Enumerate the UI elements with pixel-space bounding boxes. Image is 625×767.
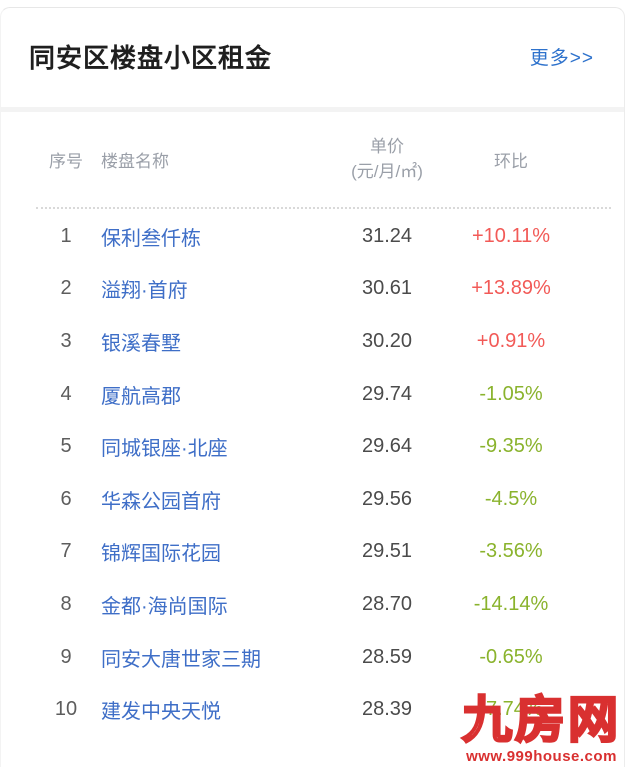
- rank-cell: 4: [60, 382, 72, 405]
- change-cell: +10.11%: [471, 224, 551, 247]
- rank-cell: 7: [60, 540, 72, 563]
- column-header-price: 单价 (元/月/㎡): [351, 136, 423, 181]
- price-cell: 29.56: [361, 487, 413, 510]
- more-link[interactable]: 更多>>: [529, 48, 594, 69]
- property-name-link[interactable]: 溢翔·首府: [101, 280, 188, 303]
- change-cell: -7.74%: [479, 698, 543, 721]
- price-cell: 28.70: [361, 592, 413, 615]
- column-header-name: 楼盘名称: [101, 152, 169, 171]
- change-cell: +0.91%: [476, 329, 546, 352]
- rank-cell: 1: [60, 224, 72, 247]
- column-header-change: 环比: [494, 152, 528, 171]
- change-cell: -14.14%: [473, 592, 549, 615]
- table-row: 2 溢翔·首府 30.61 +13.89%: [1, 263, 624, 316]
- change-cell: -0.65%: [479, 645, 543, 668]
- rank-cell: 2: [60, 277, 72, 300]
- column-header-rank: 序号: [49, 152, 83, 171]
- property-name-link[interactable]: 银溪春墅: [101, 332, 181, 355]
- price-cell: 29.64: [361, 435, 413, 458]
- price-cell: 28.59: [361, 645, 413, 668]
- table-row: 9 同安大唐世家三期 28.59 -0.65%: [1, 631, 624, 684]
- rank-cell: 9: [60, 645, 72, 668]
- table-row: 7 锦辉国际花园 29.51 -3.56%: [1, 526, 624, 579]
- price-cell: 30.61: [361, 277, 413, 300]
- table-row: 8 金都·海尚国际 28.70 -14.14%: [1, 578, 624, 631]
- price-cell: 30.20: [361, 329, 413, 352]
- rank-cell: 5: [60, 435, 72, 458]
- property-name-link[interactable]: 建发中央天悦: [101, 701, 221, 724]
- property-name-link[interactable]: 保利叁仟栋: [101, 227, 201, 250]
- property-name-link[interactable]: 华森公园首府: [101, 490, 221, 513]
- property-name-link[interactable]: 同城银座·北座: [101, 438, 228, 461]
- rank-cell: 8: [60, 592, 72, 615]
- table-row: 6 华森公园首府 29.56 -4.5%: [1, 473, 624, 526]
- change-cell: -3.56%: [479, 540, 543, 563]
- page-title: 同安区楼盘小区租金: [29, 43, 273, 73]
- section-divider: [1, 107, 624, 112]
- change-cell: -1.05%: [479, 382, 543, 405]
- table-row: 10 建发中央天悦 28.39 -7.74%: [1, 683, 624, 736]
- property-name-link[interactable]: 厦航高郡: [101, 385, 181, 408]
- price-cell: 28.39: [361, 698, 413, 721]
- change-cell: -9.35%: [479, 435, 543, 458]
- table-row: 5 同城银座·北座 29.64 -9.35%: [1, 420, 624, 473]
- change-cell: +13.89%: [471, 277, 551, 300]
- table-row: 3 银溪春墅 30.20 +0.91%: [1, 315, 624, 368]
- rank-cell: 10: [54, 698, 78, 721]
- change-cell: -4.5%: [484, 487, 538, 510]
- price-cell: 31.24: [361, 224, 413, 247]
- table-body: 1 保利叁仟栋 31.24 +10.11% 2 溢翔·首府 30.61 +13.89% 3 银溪春…: [1, 209, 624, 736]
- property-name-link[interactable]: 同安大唐世家三期: [101, 648, 261, 671]
- rent-ranking-card: 同安区楼盘小区租金 更多>> 序号 楼盘名称 单价 (元/月/㎡) 环比 1 保利…: [0, 7, 625, 767]
- table-row: 4 厦航高郡 29.74 -1.05%: [1, 368, 624, 421]
- price-cell: 29.74: [361, 382, 413, 405]
- table-row: 1 保利叁仟栋 31.24 +10.11%: [1, 210, 624, 263]
- rank-cell: 3: [60, 329, 72, 352]
- property-name-link[interactable]: 金都·海尚国际: [101, 595, 228, 618]
- price-cell: 29.51: [361, 540, 413, 563]
- property-name-link[interactable]: 锦辉国际花园: [101, 543, 221, 566]
- rank-cell: 6: [60, 487, 72, 510]
- card-header: 同安区楼盘小区租金 更多>>: [1, 8, 624, 107]
- dotted-separator: [36, 207, 611, 209]
- watermark-url: www.999house.com: [466, 748, 617, 765]
- table-header-row: 序号 楼盘名称 单价 (元/月/㎡) 环比: [1, 112, 624, 207]
